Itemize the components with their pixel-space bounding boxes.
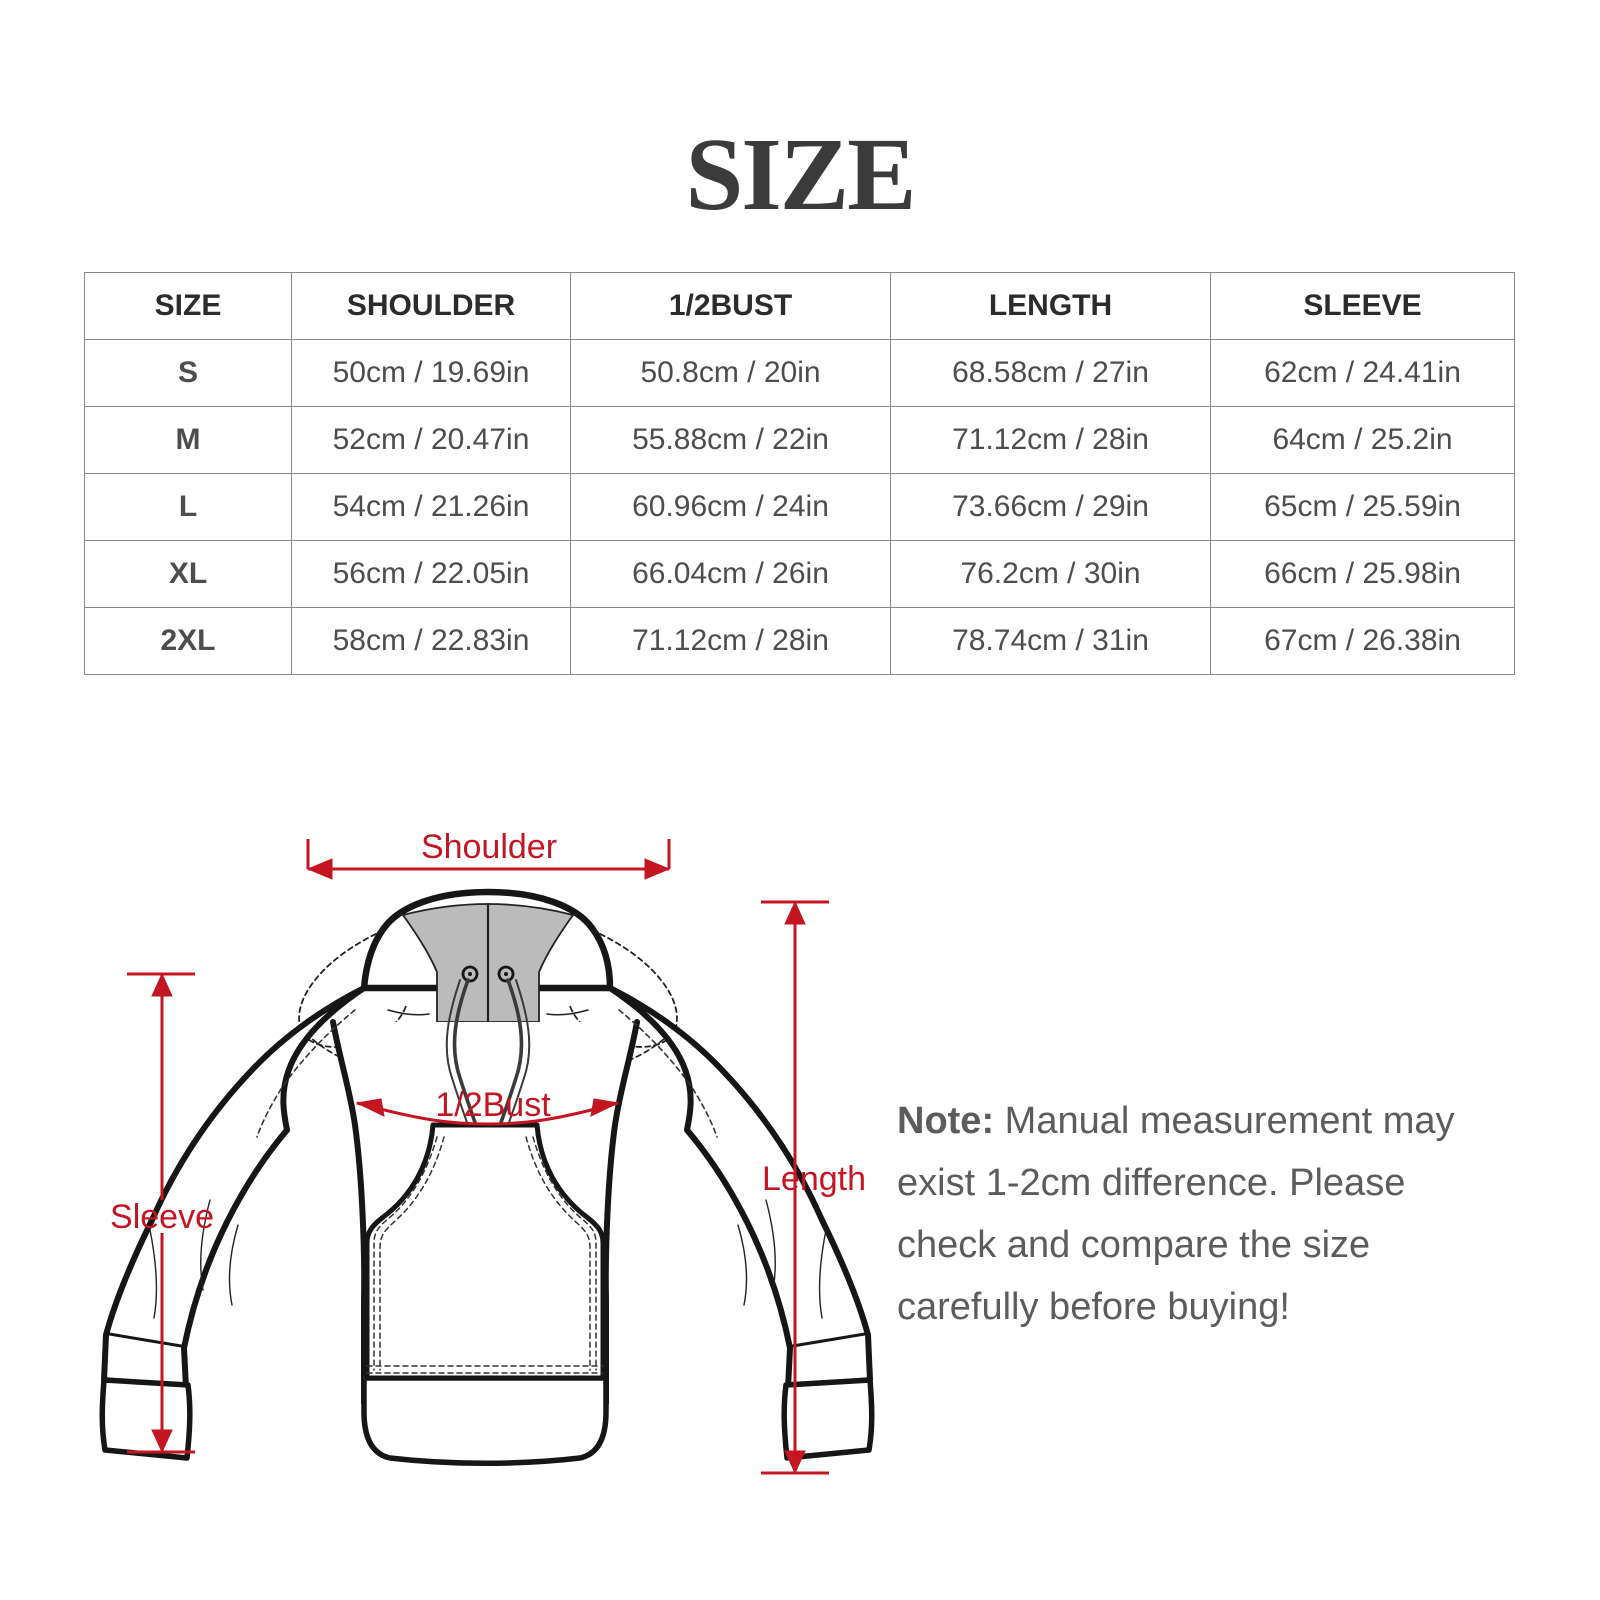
svg-text:1/2Bust: 1/2Bust (435, 1086, 551, 1124)
svg-text:Shoulder: Shoulder (421, 828, 557, 866)
svg-text:Sleeve: Sleeve (110, 1198, 214, 1236)
svg-text:Length: Length (762, 1160, 866, 1198)
